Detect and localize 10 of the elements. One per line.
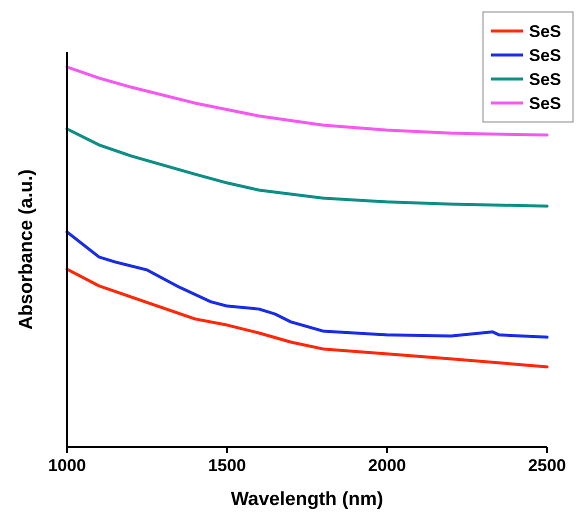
legend-label: SeS: [529, 46, 562, 65]
x-tick-label: 1000: [48, 456, 86, 475]
x-tick-label: 2500: [528, 456, 566, 475]
legend-label: SeS: [529, 94, 562, 113]
x-axis-title: Wavelength (nm): [230, 489, 384, 510]
legend-label: SeS: [529, 70, 562, 89]
x-tick-label: 2000: [368, 456, 406, 475]
x-tick-label: 1500: [208, 456, 246, 475]
y-axis-title: Absorbance (a.u.): [16, 169, 37, 330]
legend-label: SeS: [529, 22, 562, 41]
